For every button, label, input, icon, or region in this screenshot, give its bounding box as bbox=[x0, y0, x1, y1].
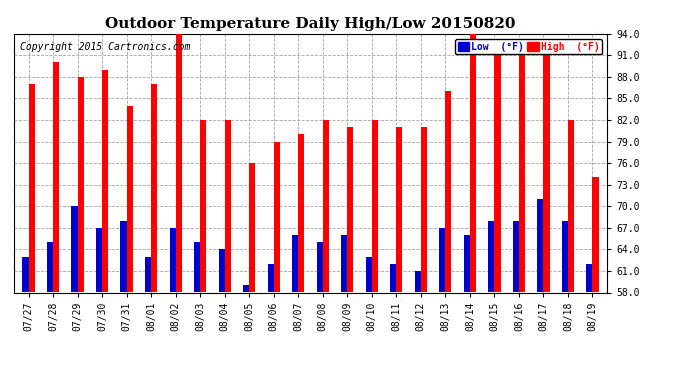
Bar bbox=[194, 242, 200, 292]
Bar bbox=[544, 55, 549, 292]
Bar bbox=[323, 120, 329, 292]
Bar bbox=[495, 55, 500, 292]
Bar bbox=[513, 220, 519, 292]
Bar bbox=[96, 228, 102, 292]
Bar bbox=[22, 256, 28, 292]
Bar bbox=[347, 127, 353, 292]
Bar bbox=[145, 256, 151, 292]
Bar bbox=[586, 264, 593, 292]
Bar bbox=[268, 264, 274, 292]
Legend: Low  (°F), High  (°F): Low (°F), High (°F) bbox=[455, 39, 602, 54]
Bar bbox=[176, 34, 181, 292]
Bar bbox=[219, 249, 225, 292]
Bar bbox=[47, 242, 53, 292]
Bar bbox=[243, 285, 249, 292]
Bar bbox=[298, 134, 304, 292]
Bar bbox=[470, 34, 476, 292]
Bar bbox=[519, 55, 525, 292]
Bar bbox=[421, 127, 427, 292]
Bar bbox=[200, 120, 206, 292]
Bar bbox=[341, 235, 347, 292]
Bar bbox=[538, 199, 544, 292]
Bar bbox=[121, 220, 126, 292]
Bar bbox=[445, 91, 451, 292]
Bar bbox=[396, 127, 402, 292]
Bar bbox=[28, 84, 34, 292]
Bar bbox=[440, 228, 445, 292]
Bar bbox=[317, 242, 323, 292]
Bar bbox=[102, 70, 108, 292]
Title: Outdoor Temperature Daily High/Low 20150820: Outdoor Temperature Daily High/Low 20150… bbox=[106, 17, 515, 31]
Bar bbox=[568, 120, 574, 292]
Bar bbox=[170, 228, 176, 292]
Bar bbox=[415, 271, 421, 292]
Bar bbox=[489, 220, 495, 292]
Bar bbox=[366, 256, 372, 292]
Bar bbox=[562, 220, 568, 292]
Bar bbox=[292, 235, 298, 292]
Bar bbox=[593, 177, 599, 292]
Bar bbox=[151, 84, 157, 292]
Bar bbox=[372, 120, 378, 292]
Bar bbox=[225, 120, 231, 292]
Bar bbox=[274, 141, 280, 292]
Bar bbox=[126, 106, 132, 292]
Bar bbox=[53, 63, 59, 292]
Bar bbox=[77, 77, 83, 292]
Bar bbox=[390, 264, 396, 292]
Bar bbox=[464, 235, 470, 292]
Bar bbox=[72, 206, 77, 292]
Text: Copyright 2015 Cartronics.com: Copyright 2015 Cartronics.com bbox=[20, 42, 190, 51]
Bar bbox=[249, 163, 255, 292]
